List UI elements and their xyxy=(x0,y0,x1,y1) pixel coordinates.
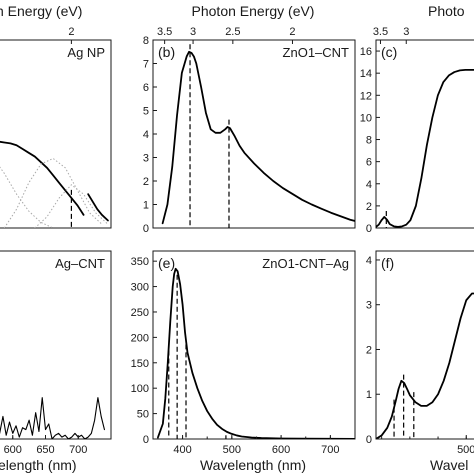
panel-d-xtick-label-0: 600 xyxy=(4,444,22,456)
panel-f-frame xyxy=(375,250,474,440)
panel-e-ytick-label-1: 50 xyxy=(137,409,149,421)
panel-f-plot-area xyxy=(376,292,474,439)
panel-b-title: ZnO1–CNT xyxy=(283,45,350,60)
panel-c-plot-area xyxy=(376,68,474,228)
panel-f-ytick-label-3: 3 xyxy=(366,300,372,312)
panel-d-title: Ag–CNT xyxy=(55,256,105,271)
panel-c-series-0 xyxy=(376,68,474,228)
panel-e-ytick-label-0: 0 xyxy=(143,434,149,446)
bottom-axis-title-right: Wavel xyxy=(430,457,468,473)
panel-c-ytick-label-8: 16 xyxy=(360,46,372,58)
bottom-axis-title-mid: Wavelength (nm) xyxy=(200,457,306,473)
panel-b-plot-area xyxy=(161,44,355,228)
panel-b-series-0 xyxy=(161,50,355,225)
panel-b-toptick-label-2: 2.5 xyxy=(225,26,240,38)
panel-c-ytick-label-7: 14 xyxy=(360,68,372,80)
panel-a: 52Ag NP xyxy=(0,26,112,229)
panel-e-xtick-label-2: 600 xyxy=(272,444,290,456)
panel-b-ytick-label-6: 6 xyxy=(143,82,149,94)
panel-f: 0 1 2 3 4 500 (f) xyxy=(366,250,474,456)
panel-a-plot-area xyxy=(0,140,109,228)
panel-e-ytick-label-7: 350 xyxy=(131,256,149,268)
panel-e-ytick-label-2: 100 xyxy=(131,383,149,395)
panels-layer: 52Ag NP0123456783.532.52(b)ZnO1–CNT02468… xyxy=(0,26,474,456)
panel-e-xtick-label-0: 400 xyxy=(173,444,191,456)
panel-c-ytick-label-4: 8 xyxy=(366,135,372,147)
panel-d-plot-area xyxy=(0,397,105,439)
panel-a-series-2 xyxy=(0,166,54,228)
panel-b-ytick-label-7: 7 xyxy=(143,59,149,71)
panel-f-ytick-label-0: 0 xyxy=(366,434,372,446)
panel-e-title: ZnO1-CNT–Ag xyxy=(262,256,349,271)
panel-d-frame xyxy=(0,250,112,440)
panel-d-series-0 xyxy=(0,397,105,439)
panel-f-ytick-label-2: 2 xyxy=(366,344,372,356)
panel-b-ytick-label-4: 4 xyxy=(143,129,149,141)
panel-a-series-1 xyxy=(87,193,109,222)
panel-e-ytick-label-3: 150 xyxy=(131,358,149,370)
panel-b-ytick-label-8: 8 xyxy=(143,35,149,47)
panel-b-ytick-label-3: 3 xyxy=(143,153,149,165)
panel-f-series-0 xyxy=(376,292,474,439)
panel-e-frame xyxy=(152,250,356,440)
panel-b-ytick-label-5: 5 xyxy=(143,106,149,118)
panel-e-letter: (e) xyxy=(158,255,175,271)
panel-c-toptick-label-0: 3.5 xyxy=(373,26,388,38)
panel-a-series-4 xyxy=(34,184,109,228)
top-axis-title-left: n Energy (eV) xyxy=(0,3,82,19)
panel-c-toptick-label-1: 3 xyxy=(403,26,409,38)
panel-a-series-3 xyxy=(3,157,103,228)
panel-c-ytick-label-2: 4 xyxy=(366,179,372,191)
panel-e-xtick-label-3: 700 xyxy=(321,444,339,456)
panel-c-ytick-label-1: 2 xyxy=(366,201,372,213)
panel-d-xtick-label-1: 650 xyxy=(36,444,54,456)
panel-f-letter: (f) xyxy=(381,255,394,271)
panel-e-ytick-label-5: 250 xyxy=(131,307,149,319)
panel-b-toptick-label-1: 3 xyxy=(190,26,196,38)
panel-c: 0 2 4 6 8 10 12 14 163.5 3 (c) xyxy=(360,26,474,235)
panel-e-ytick-label-6: 300 xyxy=(131,282,149,294)
panel-b-toptick-label-0: 3.5 xyxy=(157,26,172,38)
panel-e-plot-area xyxy=(157,267,355,439)
top-axis-title-mid: Photon Energy (eV) xyxy=(192,3,315,19)
panel-b-ytick-label-2: 2 xyxy=(143,176,149,188)
panel-a-series-0 xyxy=(0,140,85,216)
panel-c-ytick-label-3: 6 xyxy=(366,157,372,169)
panel-b: 0 1 2 3 4 5 6 7 8 3.5 3 2.5 2 (b) ZnO1–CNT xyxy=(143,26,356,235)
panel-e-xtick-label-1: 500 xyxy=(223,444,241,456)
panel-a-frame xyxy=(0,39,112,229)
panel-c-ytick-label-5: 10 xyxy=(360,112,372,124)
panel-b-ytick-label-1: 1 xyxy=(143,200,149,212)
panel-a-toptick-label-1: 2 xyxy=(68,26,74,38)
panel-d-xtick-label-2: 700 xyxy=(69,444,87,456)
top-axis-title-right: Photo xyxy=(428,3,465,19)
panel-a-title: Ag NP xyxy=(67,45,105,60)
panel-b-ytick-label-0: 0 xyxy=(143,223,149,235)
panel-c-ytick-label-6: 12 xyxy=(360,90,372,102)
panel-e: 0 50 100 150 200 250 300 350 400 500 600 700 (e) ZnO1… xyxy=(131,250,356,456)
panel-f-ytick-label-4: 4 xyxy=(366,255,372,267)
panel-e-series-0 xyxy=(157,267,355,439)
panel-d: 600 650 700 Ag–CNT xyxy=(0,250,112,456)
panel-c-ytick-label-0: 0 xyxy=(366,223,372,235)
panel-c-frame xyxy=(375,39,474,229)
panel-e-ytick-label-4: 200 xyxy=(131,332,149,344)
bottom-axis-title-left: elength (nm) xyxy=(0,457,77,473)
panel-c-letter: (c) xyxy=(381,44,397,60)
panel-f-ytick-label-1: 1 xyxy=(366,389,372,401)
panel-b-letter: (b) xyxy=(158,44,175,60)
panel-f-xtick-label-0: 500 xyxy=(457,444,474,456)
panel-b-toptick-label-3: 2 xyxy=(289,26,295,38)
